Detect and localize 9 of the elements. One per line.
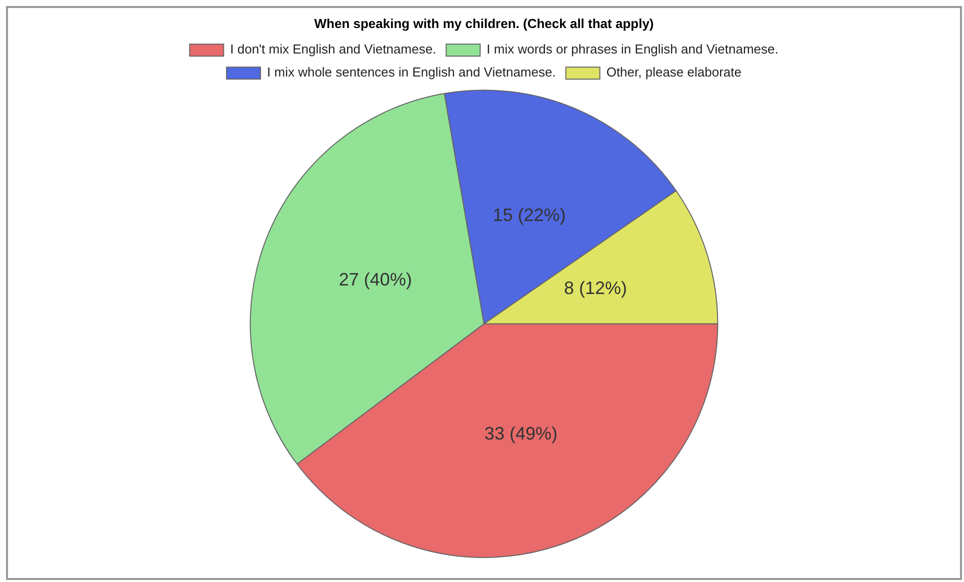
data-label: 33 (49%) — [484, 424, 558, 444]
legend-label: Other, please elaborate — [606, 64, 742, 80]
data-label: 8 (12%) — [564, 278, 628, 298]
legend-label: I don't mix English and Vietnamese. — [230, 42, 436, 57]
data-label: 15 (22%) — [492, 205, 566, 226]
legend-title: When speaking with my children. (Check all that apply) — [314, 16, 654, 32]
legend-label: I mix words or phrases in English and Vietnamese. — [486, 42, 778, 57]
data-label: 27 (40%) — [338, 270, 412, 290]
legend-label: I mix whole sentences in English and Vietnamese. — [267, 64, 556, 80]
